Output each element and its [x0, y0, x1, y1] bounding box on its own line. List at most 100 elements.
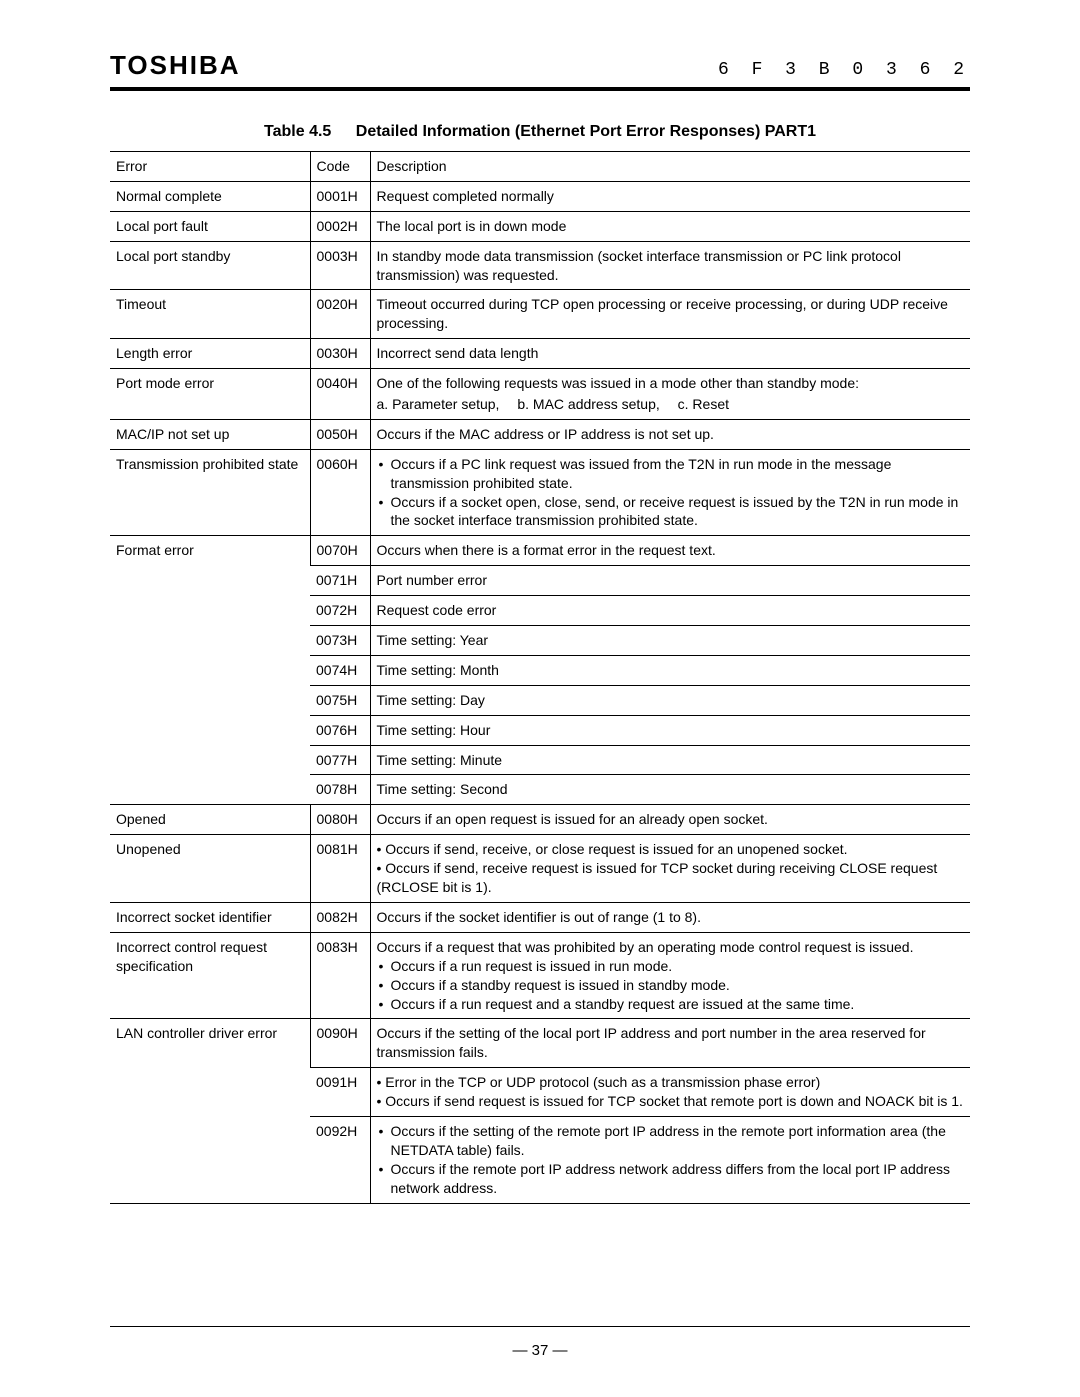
code-cell: 0081H [310, 835, 370, 903]
err-cell: Opened [110, 805, 310, 835]
code-cell: 0092H [310, 1116, 370, 1203]
table-row: Normal complete 0001H Request completed … [110, 181, 970, 211]
desc-bullet: Occurs if a PC link request was issued f… [391, 455, 965, 493]
col-error: Error [110, 152, 310, 182]
table-number: Table 4.5 [264, 123, 331, 140]
col-description: Description [370, 152, 970, 182]
code-cell: 0001H [310, 181, 370, 211]
code-cell: 0083H [310, 932, 370, 1019]
err-cell: Unopened [110, 835, 310, 903]
table-row: Format error 0070H Occurs when there is … [110, 536, 970, 566]
desc-cell: Occurs when there is a format error in t… [370, 536, 970, 566]
table-row: Transmission prohibited state 0060H Occu… [110, 449, 970, 536]
err-cell: LAN controller driver error [110, 1019, 310, 1203]
err-cell: Port mode error [110, 369, 310, 420]
desc-cell: Occurs if a request that was prohibited … [370, 932, 970, 1019]
table-row: Local port standby 0003H In standby mode… [110, 241, 970, 290]
err-cell: MAC/IP not set up [110, 419, 310, 449]
desc-cell: Occurs if the MAC address or IP address … [370, 419, 970, 449]
err-cell: Incorrect socket identifier [110, 902, 310, 932]
desc-cell: Time setting: Month [370, 655, 970, 685]
desc-cell: Request code error [370, 596, 970, 626]
opt-a: a. Parameter setup, [377, 396, 500, 412]
code-cell: 0076H [310, 715, 370, 745]
code-cell: 0075H [310, 685, 370, 715]
error-table: Error Code Description Normal complete 0… [110, 151, 970, 1204]
code-cell: 0078H [310, 775, 370, 805]
code-cell: 0030H [310, 339, 370, 369]
table-title: Detailed Information (Ethernet Port Erro… [356, 123, 816, 140]
err-cell: Incorrect control request specification [110, 932, 310, 1019]
code-cell: 0040H [310, 369, 370, 420]
desc-cell: Occurs if a PC link request was issued f… [370, 449, 970, 536]
table-row: Incorrect control request specification … [110, 932, 970, 1019]
col-code: Code [310, 152, 370, 182]
desc-cell: Occurs if the setting of the remote port… [370, 1116, 970, 1203]
desc-lead: Occurs if a request that was prohibited … [377, 938, 965, 957]
table-row: Opened 0080H Occurs if an open request i… [110, 805, 970, 835]
desc-options: a. Parameter setup, b. MAC address setup… [377, 395, 965, 414]
document-number: 6 F 3 B 0 3 6 2 [718, 60, 970, 80]
code-cell: 0091H [310, 1068, 370, 1117]
table-row: LAN controller driver error 0090H Occurs… [110, 1019, 970, 1068]
desc-cell: Port number error [370, 566, 970, 596]
code-cell: 0072H [310, 596, 370, 626]
code-cell: 0003H [310, 241, 370, 290]
code-cell: 0077H [310, 745, 370, 775]
desc-cell: The local port is in down mode [370, 211, 970, 241]
desc-cell: Time setting: Minute [370, 745, 970, 775]
desc-cell: Occurs if the setting of the local port … [370, 1019, 970, 1068]
code-cell: 0050H [310, 419, 370, 449]
desc-cell: Request completed normally [370, 181, 970, 211]
brand-logo: TOSHIBA [110, 50, 241, 81]
code-cell: 0060H [310, 449, 370, 536]
desc-bullet: • Occurs if send request is issued for T… [377, 1092, 965, 1111]
err-cell: Local port fault [110, 211, 310, 241]
desc-bullet: Occurs if the remote port IP address net… [391, 1160, 965, 1198]
desc-cell: In standby mode data transmission (socke… [370, 241, 970, 290]
opt-c: c. Reset [678, 396, 729, 412]
err-cell: Local port standby [110, 241, 310, 290]
code-cell: 0074H [310, 655, 370, 685]
desc-cell: Occurs if the socket identifier is out o… [370, 902, 970, 932]
code-cell: 0070H [310, 536, 370, 566]
desc-bullet: • Occurs if send, receive request is iss… [377, 859, 965, 897]
err-cell: Timeout [110, 290, 310, 339]
desc-cell: Incorrect send data length [370, 339, 970, 369]
code-cell: 0020H [310, 290, 370, 339]
desc-lead: One of the following requests was issued… [377, 375, 860, 391]
table-row: MAC/IP not set up 0050H Occurs if the MA… [110, 419, 970, 449]
desc-cell: Time setting: Hour [370, 715, 970, 745]
desc-bullet: Occurs if the setting of the remote port… [391, 1122, 965, 1160]
table-row: Incorrect socket identifier 0082H Occurs… [110, 902, 970, 932]
code-cell: 0073H [310, 626, 370, 656]
code-cell: 0080H [310, 805, 370, 835]
table-row: Timeout 0020H Timeout occurred during TC… [110, 290, 970, 339]
desc-cell: Occurs if an open request is issued for … [370, 805, 970, 835]
table-row: Unopened 0081H • Occurs if send, receive… [110, 835, 970, 903]
desc-bullet: • Error in the TCP or UDP protocol (such… [377, 1073, 965, 1092]
err-cell: Normal complete [110, 181, 310, 211]
desc-cell: Time setting: Day [370, 685, 970, 715]
opt-b: b. MAC address setup, [517, 396, 659, 412]
page: TOSHIBA 6 F 3 B 0 3 6 2 Table 4.5 Detail… [0, 0, 1080, 1397]
desc-bullet: • Occurs if send, receive, or close requ… [377, 840, 965, 859]
desc-bullet: Occurs if a run request and a standby re… [391, 995, 965, 1014]
desc-cell: Timeout occurred during TCP open process… [370, 290, 970, 339]
desc-cell: Time setting: Second [370, 775, 970, 805]
code-cell: 0071H [310, 566, 370, 596]
desc-bullet: Occurs if a socket open, close, send, or… [391, 493, 965, 531]
desc-cell: Time setting: Year [370, 626, 970, 656]
table-row: Local port fault 0002H The local port is… [110, 211, 970, 241]
footer-rule [110, 1326, 970, 1327]
code-cell: 0002H [310, 211, 370, 241]
err-cell: Transmission prohibited state [110, 449, 310, 536]
table-row: Length error 0030H Incorrect send data l… [110, 339, 970, 369]
page-header: TOSHIBA 6 F 3 B 0 3 6 2 [110, 50, 970, 91]
desc-bullet: Occurs if a run request is issued in run… [391, 957, 965, 976]
desc-bullet: Occurs if a standby request is issued in… [391, 976, 965, 995]
code-cell: 0082H [310, 902, 370, 932]
desc-cell: • Occurs if send, receive, or close requ… [370, 835, 970, 903]
table-row: Port mode error 0040H One of the followi… [110, 369, 970, 420]
err-cell: Format error [110, 536, 310, 805]
